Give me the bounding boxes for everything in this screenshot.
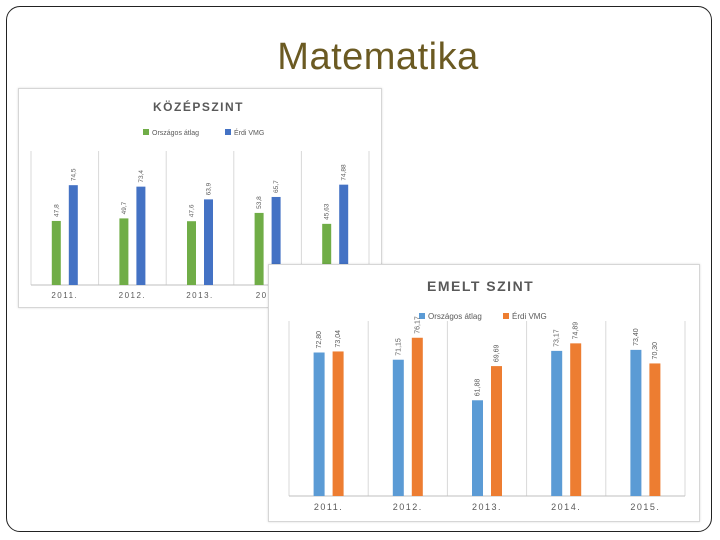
data-label: 71,15 [395, 338, 402, 356]
legend-label: Érdi VMG [512, 312, 547, 321]
data-label: 70,30 [652, 342, 659, 360]
legend-label: Országos átlag [428, 312, 482, 321]
x-tick-label: 2011. [314, 502, 343, 512]
x-tick-label: 2015. [630, 502, 660, 512]
data-label: 61,88 [475, 379, 482, 397]
x-tick-label: 2013. [472, 502, 502, 512]
data-label: 73,40 [633, 328, 640, 346]
x-tick-label: 2012. [119, 291, 147, 300]
bar [254, 212, 264, 285]
legend-swatch [503, 313, 509, 319]
bar [136, 186, 146, 285]
bar [51, 220, 61, 285]
data-label: 49,7 [121, 201, 128, 214]
data-label: 47,6 [189, 204, 196, 217]
bar [472, 400, 483, 496]
x-tick-label: 2014 [256, 291, 280, 300]
slide-title: Matematika [277, 36, 479, 78]
bar [204, 199, 213, 285]
data-label: 63,9 [206, 182, 213, 195]
data-label: 69,69 [494, 344, 501, 362]
data-label: 73,04 [335, 330, 342, 348]
bar [332, 351, 344, 496]
bar [570, 343, 582, 496]
bar [313, 352, 325, 496]
legend-label: Országos átlag [152, 130, 199, 137]
slide-frame [6, 6, 712, 532]
x-tick-label: 2014. [551, 502, 581, 512]
legend-label: Érdi VMG [234, 128, 264, 137]
bar [392, 359, 404, 496]
data-label: 53,8 [256, 196, 263, 209]
data-label: 73,4 [138, 170, 145, 183]
bar [551, 350, 563, 496]
bar [491, 366, 502, 496]
bar [339, 184, 349, 285]
chart-emelt-szint: EMELT SZINT Országos átlag Érdi VMG 72,80 73… [268, 264, 700, 522]
x-tick-label: 2013. [186, 291, 214, 300]
bar [649, 363, 661, 496]
bar [68, 185, 78, 285]
bar [187, 221, 196, 285]
data-label: 74,89 [573, 322, 580, 340]
chart-title: EMELT SZINT [427, 278, 534, 294]
x-tick-label: 2011. [51, 291, 78, 300]
legend-swatch [419, 313, 425, 319]
chart-title: KÖZÉPSZINT [153, 99, 244, 114]
data-label: 76,17 [414, 316, 421, 334]
chart-kozepszint-svg: KÖZÉPSZINT Országos átlag Érdi VMG 47,8 74,5… [30, 99, 370, 300]
data-label: 72,80 [316, 331, 323, 349]
data-label: 73,17 [554, 329, 561, 347]
bar [322, 223, 332, 285]
legend-swatch [143, 129, 149, 135]
bar [630, 349, 642, 496]
bar [411, 337, 423, 496]
bar [119, 218, 129, 285]
data-label: 74,88 [341, 164, 348, 181]
bar [271, 196, 281, 285]
data-label: 65,7 [273, 180, 280, 193]
data-label: 74,5 [70, 168, 77, 181]
chart-emelt-szint-svg: EMELT SZINT Országos átlag Érdi VMG 72,80 73… [288, 278, 686, 512]
data-label: 47,8 [53, 204, 60, 217]
data-label: 45,63 [324, 203, 331, 220]
legend-swatch [225, 129, 231, 135]
x-tick-label: 2012. [393, 502, 423, 512]
